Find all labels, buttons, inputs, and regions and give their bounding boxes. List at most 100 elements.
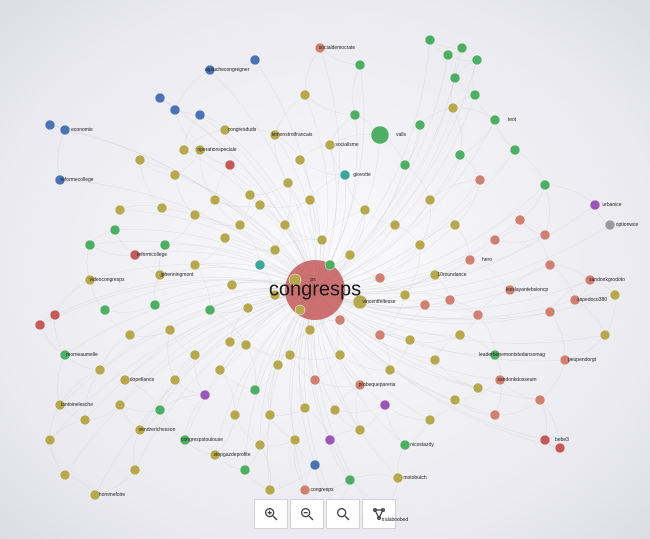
graph-node[interactable] [375, 273, 385, 283]
graph-node[interactable] [305, 325, 315, 335]
graph-node[interactable] [390, 220, 400, 230]
graph-node[interactable] [225, 160, 235, 170]
graph-node[interactable] [443, 50, 453, 60]
zoom-out-button[interactable] [290, 499, 324, 529]
graph-node[interactable] [590, 200, 600, 210]
graph-node[interactable] [340, 170, 350, 180]
graph-node[interactable] [283, 178, 293, 188]
graph-node[interactable] [130, 465, 140, 475]
graph-node[interactable] [375, 330, 385, 340]
graph-node[interactable] [255, 440, 265, 450]
graph-node[interactable] [540, 435, 550, 445]
graph-node[interactable] [540, 230, 550, 240]
graph-node[interactable] [157, 203, 167, 213]
graph-node[interactable] [465, 255, 475, 265]
graph-node[interactable] [245, 190, 255, 200]
graph-node[interactable] [450, 395, 460, 405]
graph-node[interactable] [405, 335, 415, 345]
graph-node[interactable] [310, 375, 320, 385]
graph-node[interactable] [310, 460, 320, 470]
graph-node[interactable] [215, 365, 225, 375]
graph-node[interactable] [335, 315, 345, 325]
graph-node[interactable] [200, 390, 210, 400]
graph-node[interactable] [475, 175, 485, 185]
graph-node[interactable] [50, 310, 60, 320]
graph-node[interactable] [330, 405, 340, 415]
graph-node[interactable] [170, 105, 180, 115]
graph-node[interactable] [60, 125, 70, 135]
graph-node[interactable] [250, 385, 260, 395]
graph-node[interactable] [130, 250, 140, 260]
graph-node[interactable] [545, 260, 555, 270]
graph-node[interactable] [179, 145, 189, 155]
graph-node[interactable] [473, 310, 483, 320]
graph-node[interactable] [180, 435, 190, 445]
graph-node[interactable] [100, 305, 110, 315]
graph-node[interactable] [305, 195, 315, 205]
graph-node[interactable] [120, 375, 130, 385]
graph-node[interactable] [371, 126, 389, 144]
graph-node[interactable] [135, 425, 145, 435]
graph-node[interactable] [125, 330, 135, 340]
graph-node[interactable] [210, 195, 220, 205]
graph-node[interactable] [295, 305, 305, 315]
graph-node[interactable] [195, 110, 205, 120]
graph-node[interactable] [155, 93, 165, 103]
graph-node[interactable] [230, 410, 240, 420]
graph-node[interactable] [325, 435, 335, 445]
graph-node[interactable] [45, 120, 55, 130]
graph-node[interactable] [540, 180, 550, 190]
zoom-in-button[interactable] [254, 499, 288, 529]
graph-node[interactable] [360, 205, 370, 215]
graph-node[interactable] [317, 235, 327, 245]
graph-node[interactable] [445, 295, 455, 305]
graph-node[interactable] [300, 90, 310, 100]
graph-node[interactable] [110, 225, 120, 235]
graph-node[interactable] [425, 195, 435, 205]
graph-node[interactable] [170, 170, 180, 180]
graph-node[interactable] [400, 160, 410, 170]
graph-node[interactable] [205, 65, 215, 75]
graph-node[interactable] [555, 443, 565, 453]
graph-node[interactable] [490, 235, 500, 245]
graph-node[interactable] [325, 260, 335, 270]
graph-node[interactable] [505, 285, 515, 295]
graph-node[interactable] [315, 43, 325, 53]
graph-node[interactable] [220, 233, 230, 243]
graph-node[interactable] [190, 260, 200, 270]
graph-node[interactable] [335, 350, 345, 360]
graph-node[interactable] [241, 340, 251, 350]
graph-node[interactable] [560, 355, 570, 365]
graph-node[interactable] [345, 250, 355, 260]
graph-node[interactable] [250, 55, 260, 65]
graph-node[interactable] [585, 275, 595, 285]
graph-node[interactable] [280, 220, 290, 230]
graph-node[interactable] [355, 380, 365, 390]
graph-node[interactable] [35, 320, 45, 330]
graph-node[interactable] [227, 280, 237, 290]
graph-node[interactable] [205, 305, 215, 315]
graph-node[interactable] [415, 240, 425, 250]
graph-node[interactable] [255, 200, 265, 210]
graph-node[interactable] [515, 215, 525, 225]
graph-node[interactable] [45, 435, 55, 445]
graph-node[interactable] [400, 290, 410, 300]
graph-node[interactable] [470, 90, 480, 100]
graph-node[interactable] [190, 210, 200, 220]
graph-node[interactable] [160, 240, 170, 250]
graph-node[interactable] [490, 350, 500, 360]
graph-node[interactable] [270, 130, 280, 140]
graph-node[interactable] [270, 290, 280, 300]
graph-canvas[interactable]: congresps vincentfeltessepsagauchecongre… [0, 0, 650, 539]
graph-node[interactable] [210, 450, 220, 460]
graph-node[interactable] [155, 405, 165, 415]
graph-node[interactable] [490, 115, 500, 125]
graph-node[interactable] [55, 400, 65, 410]
graph-node[interactable] [240, 465, 250, 475]
graph-node[interactable] [415, 120, 425, 130]
graph-node[interactable] [150, 300, 160, 310]
graph-node[interactable] [300, 403, 310, 413]
graph-node[interactable] [448, 103, 458, 113]
graph-node[interactable] [385, 365, 395, 375]
graph-node[interactable] [155, 270, 165, 280]
